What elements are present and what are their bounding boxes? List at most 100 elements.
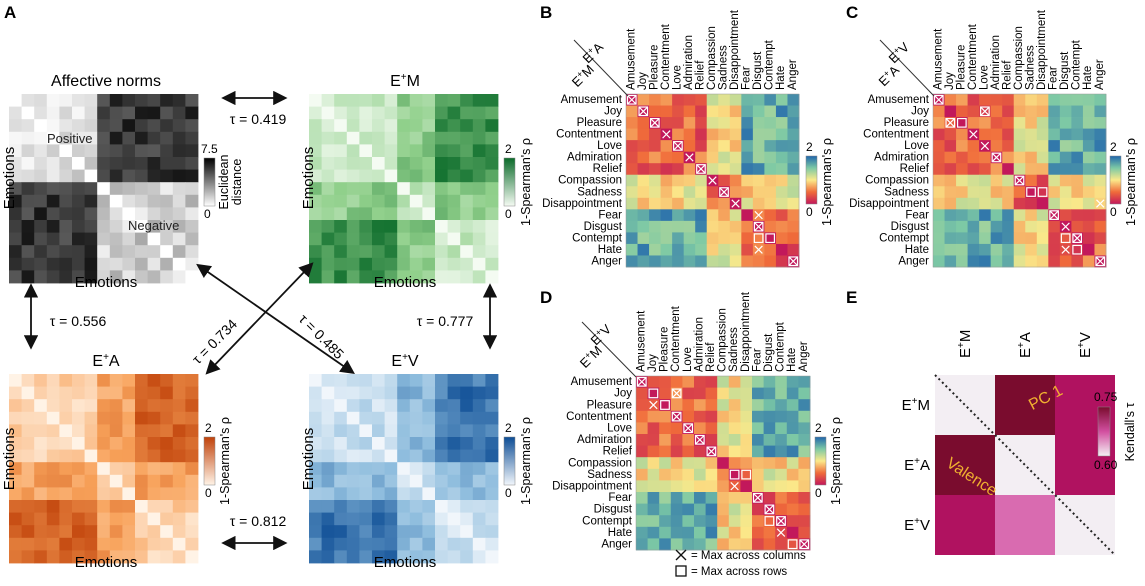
em-cell (359, 169, 373, 183)
ev-cell (334, 437, 348, 450)
rdm-cell (626, 140, 638, 153)
rdm-cell (775, 434, 788, 446)
rdm-cell (764, 197, 777, 210)
square-marker (787, 539, 798, 550)
rdm-cell (740, 492, 753, 504)
row-label-disgust: Disgust (594, 504, 633, 516)
em-cell (435, 144, 448, 158)
rdm-cell (1071, 243, 1084, 256)
ev-cell (309, 474, 322, 488)
ev-cell (359, 424, 373, 438)
cross-marker (731, 199, 740, 208)
rdm-cell (1002, 209, 1015, 222)
rdm-cell (706, 186, 719, 199)
rdm-cell (775, 220, 788, 233)
ev-cell (321, 411, 335, 425)
rdm-cell (1048, 243, 1061, 256)
norms-cell (72, 94, 85, 107)
rdm-cell (659, 515, 672, 528)
em-cbar-label: 1-Spearman's ρ (519, 138, 533, 226)
em-cell (346, 194, 360, 208)
ea-cell (34, 487, 48, 501)
norms-cell (59, 169, 73, 183)
rdm-cell (956, 105, 968, 118)
rdm-cell (740, 399, 753, 412)
ev-cell (397, 449, 411, 463)
ev-cell (372, 462, 385, 476)
norms-cell (9, 94, 22, 107)
rdm-cell (682, 515, 695, 528)
rdm-cell (1013, 232, 1026, 245)
ea-cell (172, 462, 186, 476)
kendall-row-label: E+M (902, 396, 930, 414)
rdm-cell (717, 526, 730, 539)
em-cell (472, 94, 486, 107)
rdm-cell (933, 209, 945, 222)
rdm-cell (694, 445, 706, 458)
norms-cell (46, 119, 60, 133)
ea-cell (135, 487, 148, 501)
rdm-cell (694, 503, 706, 516)
norms-cell (21, 257, 35, 271)
ev-cell (409, 424, 423, 438)
rdm-cell (729, 220, 742, 233)
rdm-cell (649, 220, 661, 233)
ev-cell (409, 449, 423, 463)
ea-cell (185, 424, 199, 438)
ev-cell (309, 449, 322, 463)
em-cell (309, 119, 322, 133)
em-cell (447, 194, 461, 208)
kendall-col-label: E+M (956, 330, 974, 358)
square-marker (1060, 233, 1071, 244)
em-cell (460, 94, 474, 107)
rdm-cell (1025, 174, 1038, 187)
col-label-relief: Relief (705, 342, 717, 372)
rdm-cell (787, 140, 800, 153)
rdm-cell (990, 128, 1003, 141)
ev-cell (384, 462, 398, 476)
row-label-contentment: Contentment (556, 129, 623, 141)
rdm-cell (979, 151, 992, 164)
rdm-cell (670, 399, 683, 412)
rdm-cell (1036, 94, 1049, 106)
ev-cell (460, 386, 474, 400)
rdm-d-cbar-label: 1-Spearman's ρ (829, 417, 843, 505)
ev-cell (422, 525, 436, 539)
rdm-cell (933, 220, 945, 233)
rdm-cell (649, 197, 661, 210)
rdm-cell (683, 243, 696, 256)
norms-cell (97, 106, 111, 120)
rdm-cell (626, 151, 638, 164)
ea-cell (147, 386, 161, 400)
ea-cell (34, 437, 48, 450)
norms-cell (160, 169, 174, 183)
norms-cell (46, 270, 60, 284)
col-label-hate: Hate (786, 348, 798, 372)
rdm-cell (1048, 220, 1061, 233)
norms-cell (9, 119, 22, 133)
rdm-cell (1013, 163, 1026, 176)
norms-cell (21, 169, 35, 183)
rdm-cell (682, 538, 695, 551)
norms-cell (97, 194, 111, 208)
rdm-cell (694, 410, 706, 423)
ev-cell (435, 474, 448, 488)
ev-cell (309, 411, 322, 425)
rdm-cell (682, 410, 695, 423)
ea-cell (21, 525, 35, 539)
rdm-cell (787, 105, 800, 118)
title-ev: E+V (391, 352, 419, 370)
em-cell (397, 106, 411, 120)
rdm-cell (636, 457, 648, 470)
rdm-cell (718, 174, 731, 187)
row-label-fear: Fear (608, 492, 632, 504)
rdm-cell (717, 538, 730, 551)
rdm-cell (933, 117, 945, 129)
rdm-cell (1094, 94, 1107, 106)
rdm-cell (786, 387, 799, 400)
ev-cell (447, 411, 461, 425)
col-label-pleasure: Pleasure (659, 327, 671, 372)
rdm-cell (695, 243, 708, 256)
em-cell (372, 257, 385, 271)
square-marker (752, 492, 763, 503)
